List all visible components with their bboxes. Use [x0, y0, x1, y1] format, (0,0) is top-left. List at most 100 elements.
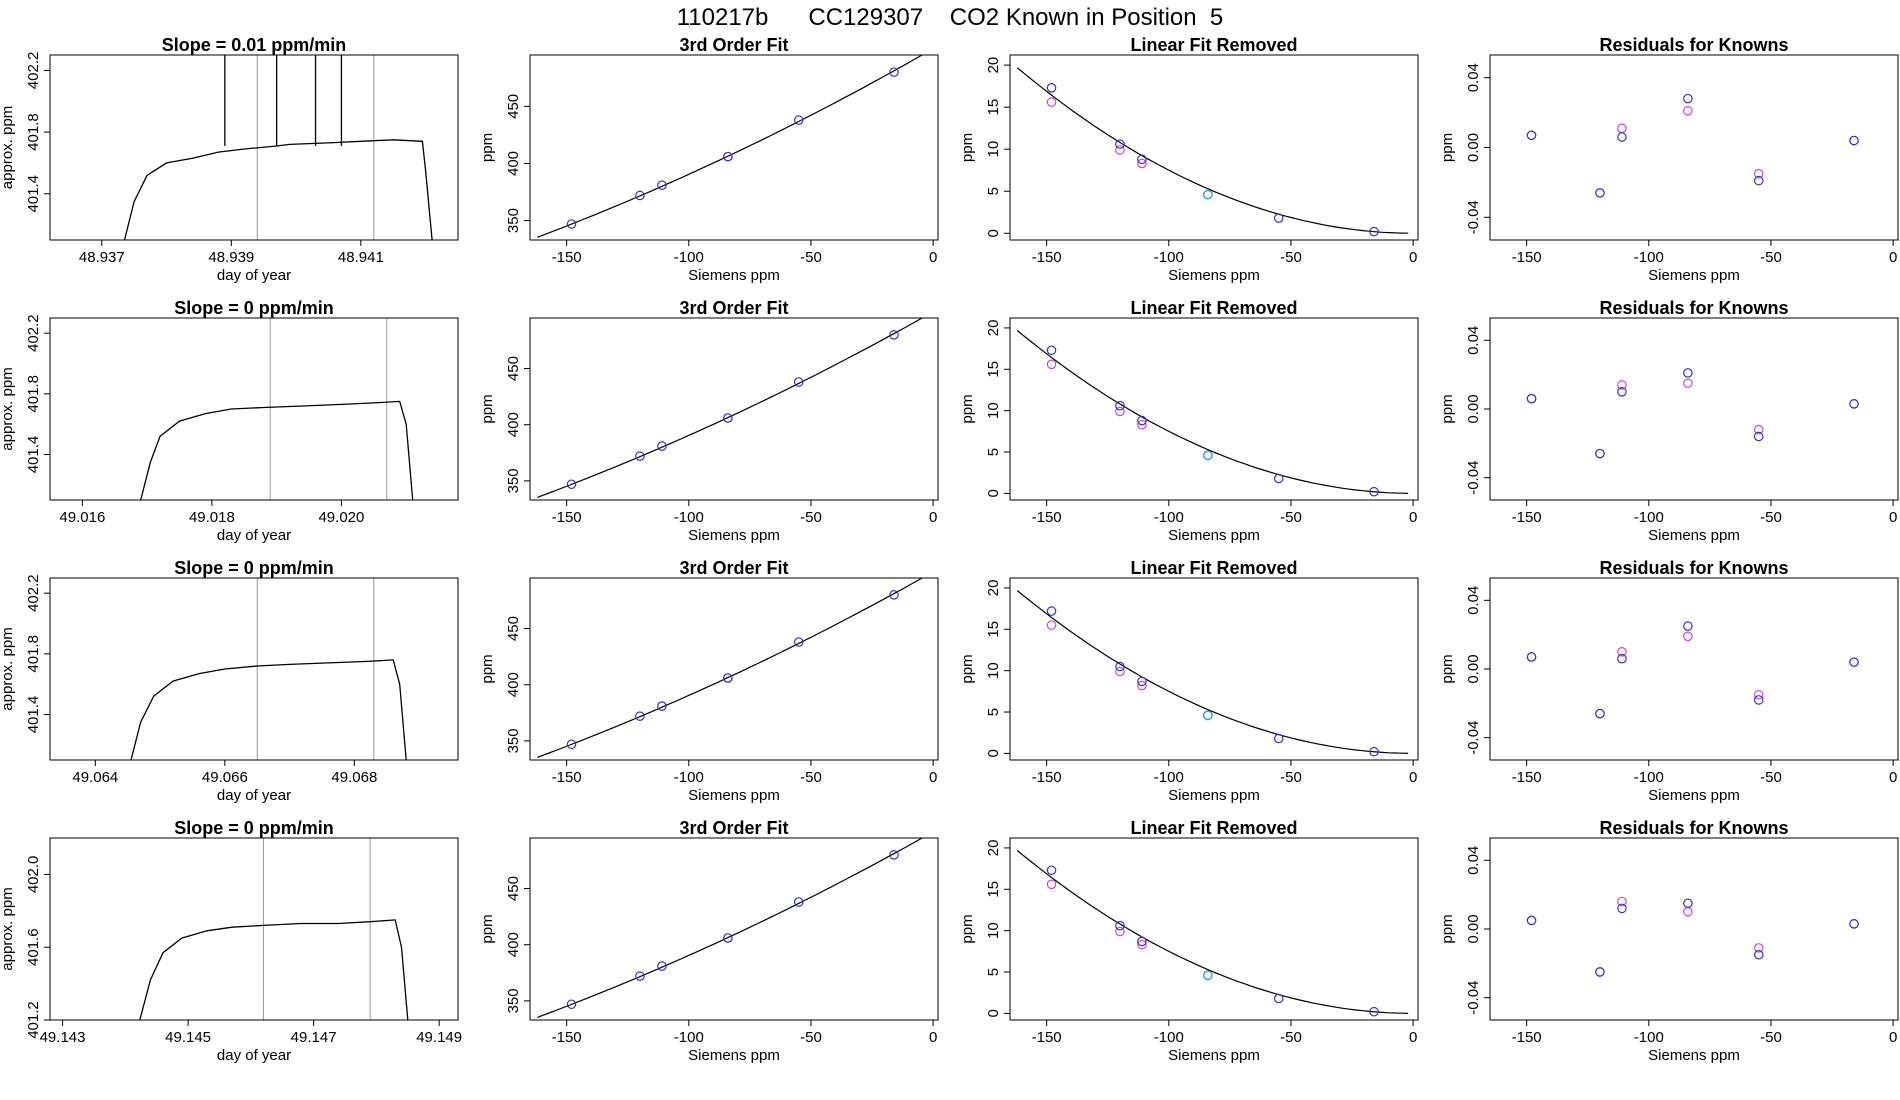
panel-linear-row4: Linear Fit Removed -150 -100 -50 0 0 5 10 15 20 Si… — [959, 818, 1419, 1064]
panel-fit-row2: 3rd Order Fit -150 -100 -50 0 350 400 450 Siemen… — [479, 298, 939, 544]
y-tick-label: 401.2 — [25, 1001, 42, 1039]
alt-point — [1046, 359, 1057, 370]
panel-title: Slope = 0.01 ppm/min — [162, 35, 347, 55]
data-point — [1137, 936, 1147, 947]
x-tick-label: 49.149 — [416, 1029, 462, 1046]
y-tick-label: 350 — [505, 988, 522, 1013]
x-axis-label: day of year — [217, 527, 291, 544]
plot-frame — [529, 577, 939, 761]
x-tick-label: -150 — [1512, 509, 1542, 526]
data-point — [723, 673, 733, 683]
y-tick-label: 5 — [985, 187, 1002, 195]
plot-frame — [529, 317, 939, 501]
panel-title: Linear Fit Removed — [1130, 558, 1297, 578]
plot-frame — [49, 54, 459, 241]
panel-linear-row2: Linear Fit Removed -150 -100 -50 0 0 5 10 15 20 Si… — [959, 298, 1419, 544]
data-point — [1046, 606, 1057, 616]
plot-frame — [529, 837, 939, 1021]
plot-frame — [1489, 54, 1899, 241]
data-point — [1683, 898, 1693, 909]
highlight-point — [1202, 189, 1213, 200]
alt-point — [1046, 620, 1057, 630]
x-tick-label: -100 — [1154, 769, 1184, 786]
plot-frame — [1489, 577, 1899, 761]
x-tick-label: -150 — [1032, 249, 1062, 266]
data-point — [889, 590, 899, 600]
x-tick-label: -150 — [1512, 249, 1542, 266]
y-tick-label: 402.0 — [25, 856, 42, 894]
y-tick-label: 0.04 — [1465, 586, 1482, 615]
x-tick-label: -50 — [800, 509, 822, 526]
y-axis-label: ppm — [1439, 133, 1456, 162]
x-axis-label: Siemens ppm — [1648, 527, 1740, 544]
y-axis-label: ppm — [959, 133, 976, 162]
x-axis-label: Siemens ppm — [1168, 267, 1260, 284]
y-tick-label: 402.2 — [25, 52, 42, 90]
x-tick-label: 0 — [1409, 509, 1417, 526]
panel-linear-row3: Linear Fit Removed -150 -100 -50 0 0 5 10 15 20 Si… — [959, 558, 1419, 804]
x-tick-label: -150 — [552, 509, 582, 526]
x-tick-label: -100 — [1634, 509, 1664, 526]
panel-title: Slope = 0 ppm/min — [174, 558, 334, 578]
data-point — [1617, 903, 1627, 914]
data-point — [1137, 676, 1147, 687]
plot-frame — [1009, 54, 1419, 241]
y-tick-label: 400 — [505, 151, 522, 176]
page-title: 110217b CC129307 CO2 Known in Position 5 — [676, 4, 1224, 31]
panel-title: 3rd Order Fit — [679, 298, 788, 318]
data-point — [1273, 993, 1284, 1004]
y-tick-label: 0 — [985, 749, 1002, 757]
data-point — [723, 933, 733, 943]
x-tick-label: 0 — [1409, 249, 1417, 266]
data-series-line — [139, 919, 409, 1020]
x-tick-label: 49.020 — [318, 509, 364, 526]
alt-point — [1753, 943, 1764, 953]
alt-point — [1683, 378, 1693, 389]
y-tick-label: 350 — [505, 468, 522, 493]
data-point — [566, 999, 577, 1010]
x-tick-label: 0 — [1889, 1029, 1897, 1046]
panel-fit-row4: 3rd Order Fit -150 -100 -50 0 350 400 450 Siemen… — [479, 818, 939, 1064]
data-point — [1595, 967, 1605, 977]
y-tick-label: 450 — [505, 94, 522, 119]
x-tick-label: -150 — [1512, 1029, 1542, 1046]
data-point — [1115, 139, 1125, 149]
y-tick-label: -0.04 — [1465, 981, 1482, 1015]
data-point — [1115, 920, 1125, 931]
data-point — [723, 151, 733, 162]
x-tick-label: 0 — [1409, 1029, 1417, 1046]
highlight-point — [1202, 450, 1213, 461]
y-tick-label: 0.04 — [1465, 846, 1482, 875]
alt-point — [1617, 123, 1627, 134]
x-tick-label: -150 — [1032, 769, 1062, 786]
panel-title: 3rd Order Fit — [679, 558, 788, 578]
plot-frame — [49, 837, 459, 1021]
x-axis-label: day of year — [217, 1047, 291, 1064]
alt-point — [1617, 896, 1627, 907]
data-point — [1137, 415, 1147, 426]
y-tick-label: 10 — [985, 662, 1002, 679]
data-point — [566, 219, 577, 229]
x-tick-label: 49.064 — [72, 769, 118, 786]
panel-title: Residuals for Knowns — [1599, 818, 1788, 838]
y-tick-label: 0.04 — [1465, 326, 1482, 355]
plot-frame — [1009, 577, 1419, 761]
alt-point — [1115, 145, 1125, 155]
x-tick-label: 49.066 — [202, 769, 248, 786]
data-point — [889, 850, 899, 860]
data-point — [1849, 919, 1859, 929]
data-point — [1595, 708, 1605, 719]
data-point — [566, 479, 577, 490]
data-point — [657, 441, 667, 451]
data-point — [1369, 486, 1379, 497]
alt-point — [1617, 647, 1627, 657]
x-tick-label: -100 — [674, 249, 704, 266]
y-tick-label: 15 — [985, 881, 1002, 898]
x-tick-label: -150 — [1032, 1029, 1062, 1046]
data-point — [793, 897, 804, 907]
panel-residuals-row4: Residuals for Knowns -150 -100 -50 0 -0.04 0.0… — [1439, 818, 1899, 1064]
data-point — [657, 961, 667, 971]
x-tick-label: -100 — [674, 769, 704, 786]
y-axis-label: approx. ppm — [0, 627, 16, 710]
